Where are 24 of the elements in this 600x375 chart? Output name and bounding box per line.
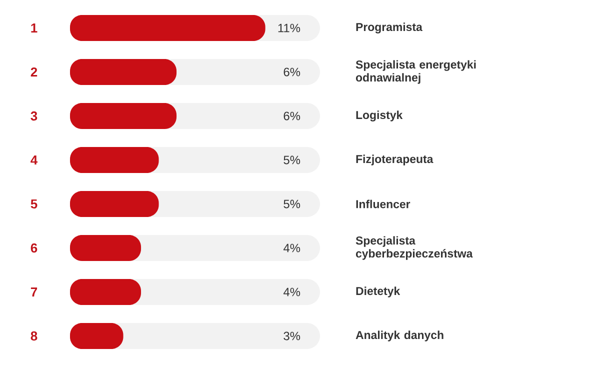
data-label: 4% [283,288,300,296]
y-tick-label: Fizjoterapeuta [356,154,434,166]
text: 6 [30,243,38,253]
data-label: 3% [284,332,300,340]
y-tick-label: Logistyk [356,110,403,122]
data-label: 4% [283,244,300,252]
y-tick-label: Analityk danych [356,330,444,342]
text: 4 [30,156,38,164]
text: 3 [30,111,38,121]
text: 8 [30,331,38,341]
data-label: 6% [284,68,300,76]
y-tick-label: Specjalista cyberbezpieczeństwa [356,236,473,260]
y-tick-label: Dietetyk [356,286,400,298]
data-label: 6% [284,112,300,120]
y-tick-label: Specjalista energetyki odnawialnej [356,60,476,84]
text: 5 [30,199,38,209]
data-label: 11% [278,24,300,32]
y-tick-label: Influencer [356,200,410,208]
text: 2 [30,67,38,77]
y-tick-label: Programista [356,22,422,34]
text: 1 [31,24,38,32]
data-label: 5% [284,156,300,164]
text: 7 [30,288,38,296]
data-label: 5% [284,200,300,208]
